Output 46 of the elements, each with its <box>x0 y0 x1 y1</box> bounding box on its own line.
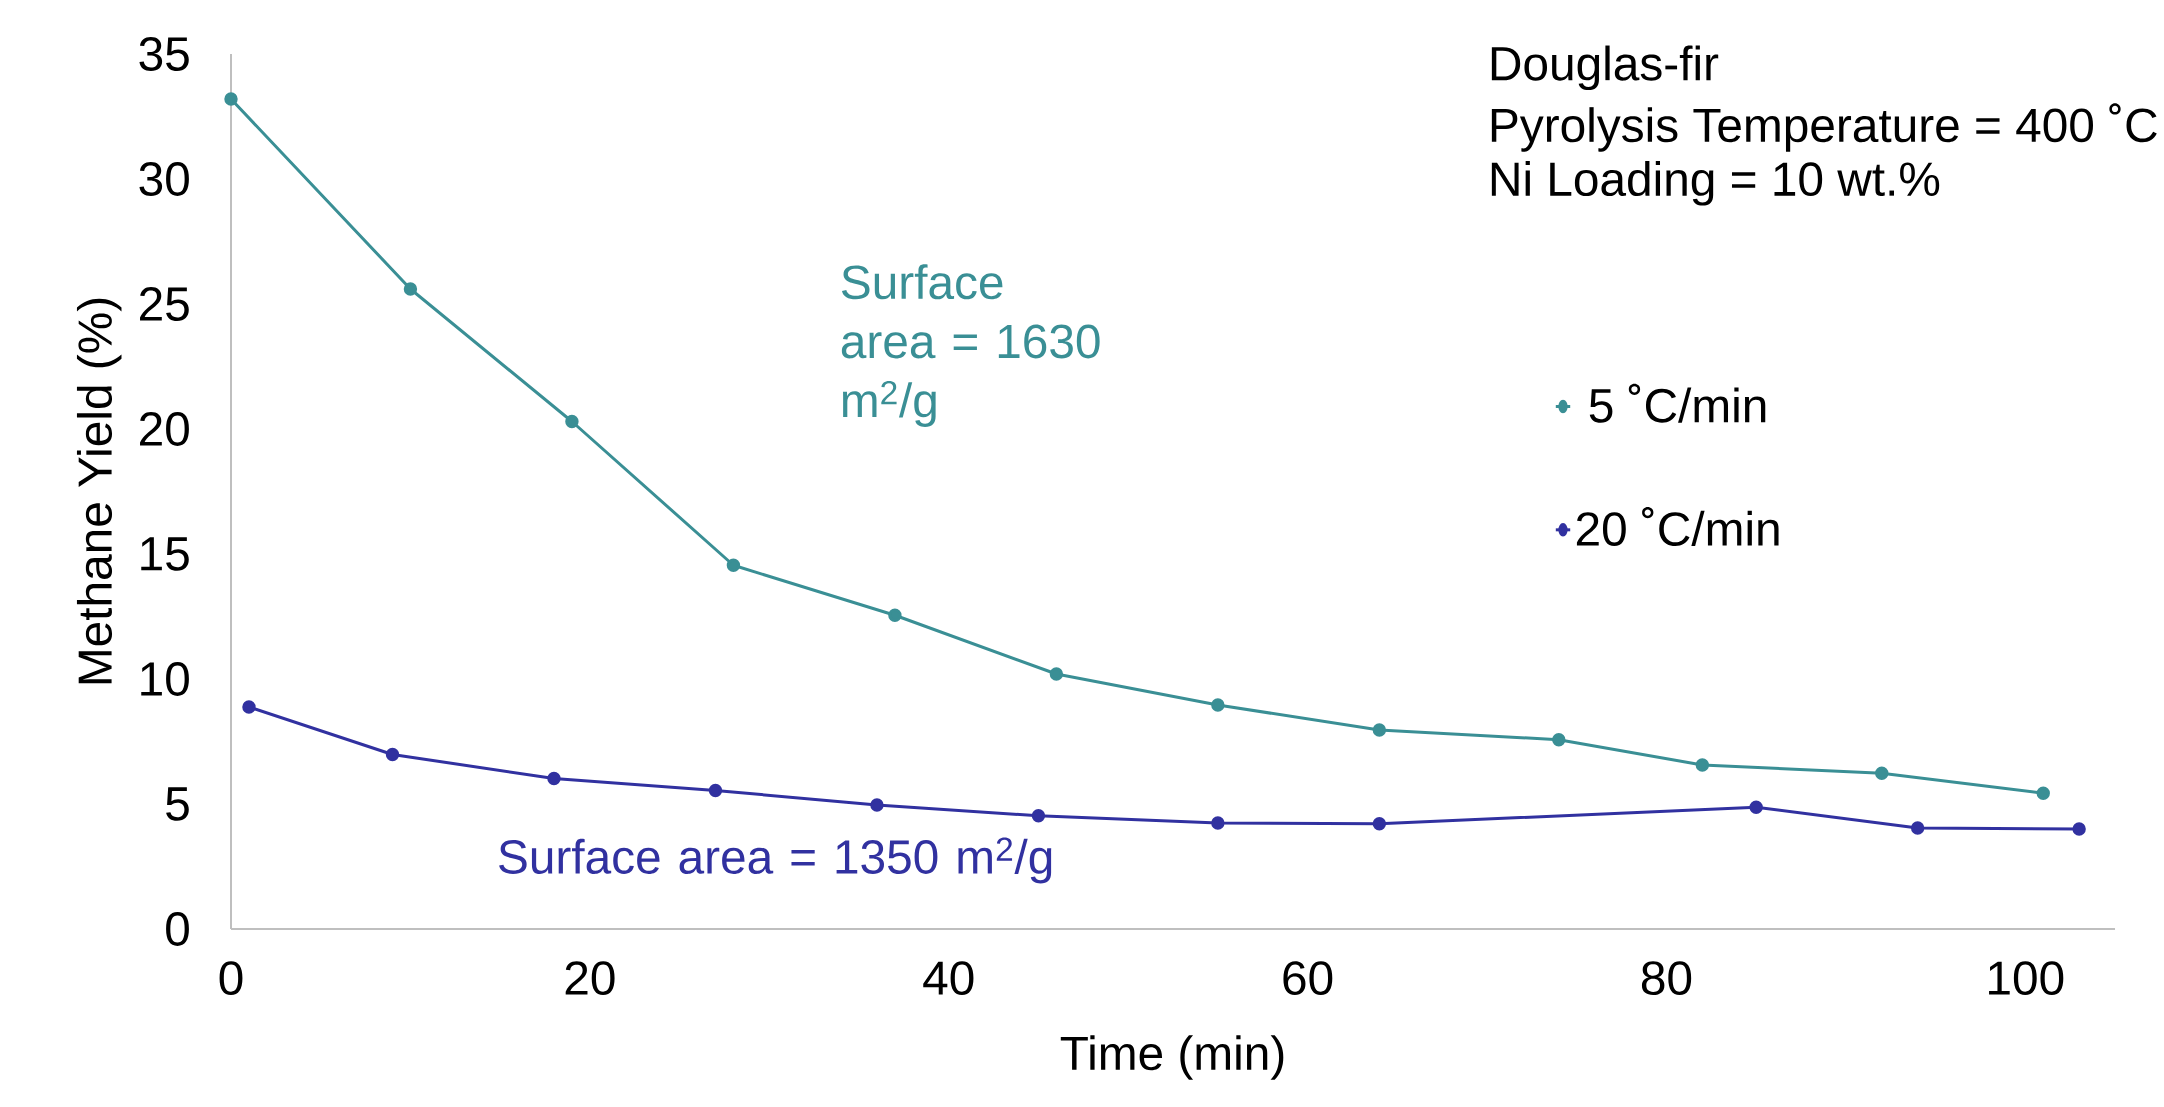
point <box>1211 816 1225 830</box>
point <box>726 558 741 572</box>
x-tick-label: 80 <box>1641 961 1692 996</box>
point <box>1910 821 1925 835</box>
y-tick-label: 35 <box>139 37 189 71</box>
point <box>403 282 418 296</box>
point <box>547 771 561 786</box>
point <box>1875 766 1889 780</box>
x-axis-title: Time (min) <box>1060 1035 1284 1080</box>
point <box>385 747 400 762</box>
point <box>1211 698 1225 712</box>
point <box>708 783 723 798</box>
x-tick-label: 0 <box>219 961 243 996</box>
y-tick-label: 10 <box>141 662 189 696</box>
point <box>2036 786 2050 800</box>
y-tick-label: 30 <box>139 162 189 196</box>
annotation: Ni Loading = 10 wt.% <box>1491 161 1940 206</box>
point <box>565 414 579 429</box>
annotation: Surface area = 1630 m$^{2}$/g <box>841 264 1100 427</box>
point <box>888 608 902 622</box>
y-tick-label: 25 <box>140 287 189 321</box>
point <box>242 700 256 714</box>
point <box>1372 817 1387 831</box>
y-tick-label: 5 <box>166 787 189 821</box>
y-tick-label: 0 <box>166 912 189 946</box>
legend-label: 5 ˚C/min <box>1589 383 1766 423</box>
point <box>1049 667 1064 681</box>
y-tick-label: 20 <box>140 412 189 446</box>
point <box>1749 800 1763 814</box>
point <box>1552 733 1566 747</box>
x-tick-label: 20 <box>565 961 615 996</box>
legend-label: 20 ˚C/min <box>1576 506 1779 546</box>
point <box>1031 809 1046 823</box>
point <box>1372 723 1387 737</box>
annotation: Douglas-fir <box>1491 45 1719 91</box>
x-tick-label: 100 <box>1989 961 2064 996</box>
annotation: Pyrolysis Temperature = 400 ˚C <box>1491 103 2157 152</box>
x-tick-label: 40 <box>923 961 974 996</box>
y-axis-title: Methane Yield (%) <box>76 298 122 684</box>
point <box>1695 758 1710 772</box>
annotation: Surface area = 1350 m$^{2}$/g <box>499 837 1052 884</box>
x-tick-label: 60 <box>1283 961 1333 996</box>
point <box>2072 822 2086 836</box>
point <box>224 92 238 106</box>
point <box>870 798 884 812</box>
y-tick-label: 15 <box>141 537 189 571</box>
